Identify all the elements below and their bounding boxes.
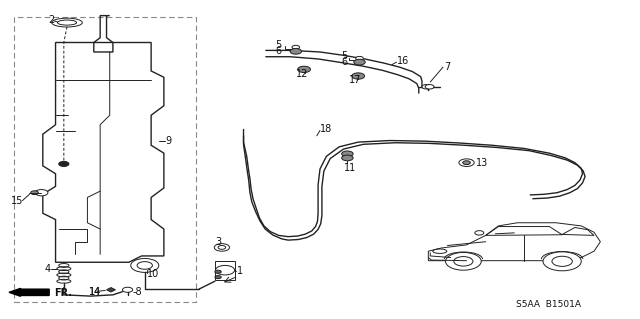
Circle shape — [298, 66, 310, 72]
Circle shape — [425, 85, 434, 89]
FancyArrow shape — [9, 288, 49, 296]
Text: 13: 13 — [476, 158, 488, 168]
Text: 16: 16 — [396, 56, 409, 66]
Text: 3: 3 — [216, 237, 221, 247]
Text: 15: 15 — [11, 196, 23, 206]
Text: 6: 6 — [341, 57, 347, 67]
Circle shape — [459, 159, 474, 167]
Circle shape — [445, 252, 481, 270]
Text: 6: 6 — [275, 46, 282, 56]
Circle shape — [354, 59, 365, 65]
Text: 17: 17 — [349, 75, 361, 85]
Circle shape — [290, 48, 301, 54]
Circle shape — [214, 244, 230, 251]
Circle shape — [215, 270, 221, 273]
Circle shape — [475, 231, 484, 235]
Text: S5AA  B1501A: S5AA B1501A — [516, 300, 581, 309]
Circle shape — [342, 155, 353, 161]
Circle shape — [31, 191, 38, 195]
Circle shape — [356, 56, 364, 60]
Text: FR.: FR. — [54, 288, 72, 298]
Text: 1: 1 — [237, 266, 243, 276]
Text: 11: 11 — [344, 163, 356, 173]
Circle shape — [422, 85, 431, 89]
Text: 2: 2 — [48, 15, 54, 26]
Polygon shape — [106, 287, 115, 292]
Bar — [215, 261, 236, 280]
Text: 14: 14 — [89, 287, 101, 297]
Circle shape — [218, 246, 226, 249]
Text: 9: 9 — [166, 136, 172, 145]
Text: 5: 5 — [341, 51, 348, 62]
Text: 7: 7 — [444, 62, 451, 72]
Circle shape — [463, 161, 470, 165]
Text: 14: 14 — [89, 287, 101, 297]
Text: 4: 4 — [45, 263, 51, 274]
Circle shape — [216, 265, 235, 275]
Ellipse shape — [52, 18, 83, 27]
Text: 12: 12 — [296, 69, 308, 79]
Circle shape — [552, 256, 572, 266]
Circle shape — [352, 73, 365, 79]
Circle shape — [137, 262, 152, 269]
Circle shape — [122, 287, 132, 292]
Circle shape — [131, 258, 159, 272]
Circle shape — [59, 161, 69, 167]
Bar — [14, 17, 196, 302]
Text: 5: 5 — [275, 40, 282, 50]
Circle shape — [342, 151, 353, 157]
Circle shape — [35, 189, 48, 196]
Circle shape — [454, 256, 473, 266]
Text: 18: 18 — [320, 123, 332, 134]
Circle shape — [292, 45, 300, 49]
Text: 10: 10 — [147, 269, 159, 279]
Circle shape — [543, 252, 581, 271]
Text: -8: -8 — [132, 287, 141, 297]
Circle shape — [215, 276, 221, 279]
